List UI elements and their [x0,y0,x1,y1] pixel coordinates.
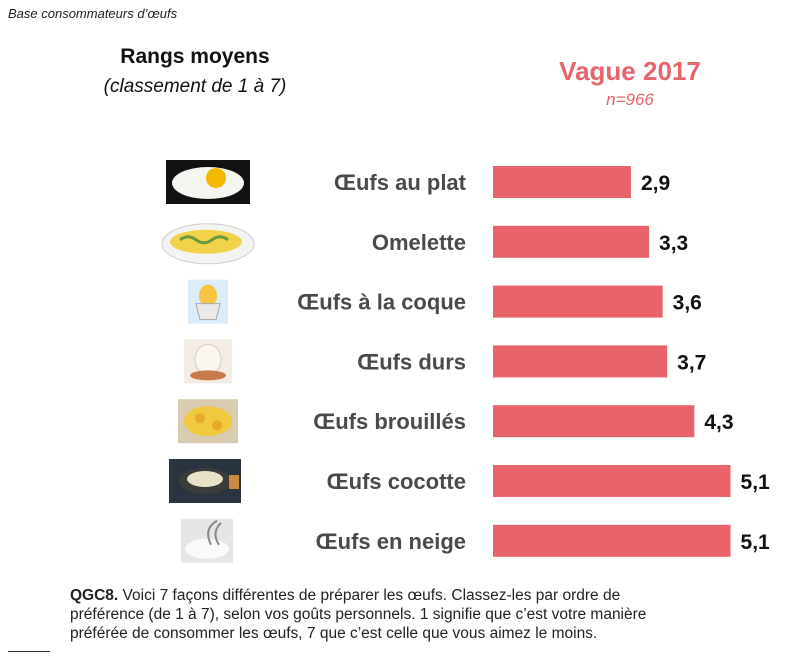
bar-value-label: 2,9 [641,172,670,195]
fried-egg-icon [166,160,250,204]
omelette-icon [161,223,255,265]
bar [493,225,650,258]
series-wave-label: Vague 2017 [559,56,701,86]
bar-value-label: 5,1 [741,531,771,554]
bar-value-label: 3,3 [659,232,688,255]
egg-cocotte-icon [169,459,241,503]
footnote-divider [8,651,50,652]
bar-value-label: 3,7 [677,351,706,374]
question-footnote: QGC8. Voici 7 façons différentes de prép… [70,586,770,643]
category-label: Omelette [372,230,466,255]
hard-boiled-egg-icon [184,339,232,384]
category-label: Œufs au plat [334,170,467,195]
bar [493,524,731,557]
bar [493,285,663,318]
whisked-egg-whites-icon [181,518,233,563]
bar [493,345,668,378]
category-label: Œufs cocotte [327,469,466,494]
base-note: Base consommateurs d’œufs [8,6,178,21]
question-code: QGC8. [70,587,119,604]
bar [493,465,731,497]
bar-value-label: 4,3 [704,411,733,434]
chart-title: Rangs moyens [120,45,270,68]
question-line-3: préférée de consommer les œufs, 7 que c’… [70,625,598,642]
question-line-1: Voici 7 façons différentes de préparer l… [118,587,621,604]
bar [493,166,631,198]
boiled-egg-cup-icon [188,279,228,324]
category-label: Œufs brouillés [313,409,466,434]
scrambled-eggs-icon [178,399,238,444]
chart-subtitle: (classement de 1 à 7) [103,76,287,97]
bar-value-label: 5,1 [741,471,771,494]
bar [493,405,695,438]
bar-value-label: 3,6 [673,292,702,315]
category-label: Œufs en neige [316,529,466,554]
category-label: Œufs durs [357,349,466,374]
category-label: Œufs à la coque [297,290,466,315]
sample-size: n=966 [606,90,654,109]
question-line-2: préférence (de 1 à 7), selon vos goûts p… [70,606,647,623]
